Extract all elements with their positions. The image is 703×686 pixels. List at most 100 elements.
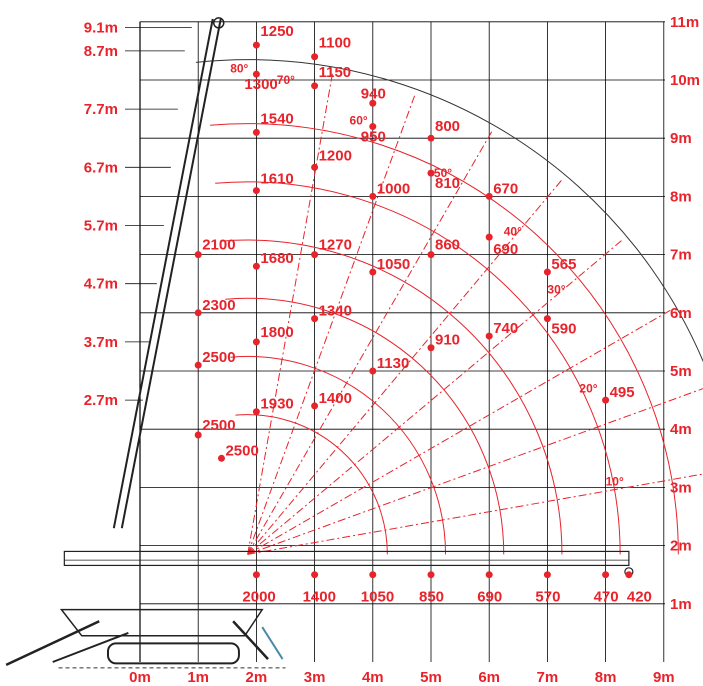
capacity-label: 850	[419, 589, 444, 606]
y-axis-label: 9m	[670, 130, 692, 147]
capacity-label: 1400	[303, 589, 336, 606]
radius-arc	[225, 297, 505, 555]
load-point	[369, 123, 377, 131]
load-point	[194, 361, 202, 369]
y-axis-label: 2m	[670, 538, 692, 555]
angle-line	[247, 130, 493, 555]
boom-length-label: 3.7m	[84, 334, 118, 351]
load-point	[311, 251, 319, 259]
radius-arc	[215, 181, 621, 555]
boom-length-label: 6.7m	[84, 159, 118, 176]
outrigger-right	[232, 620, 269, 660]
capacity-label: 2100	[202, 237, 235, 254]
capacity-label: 470	[594, 589, 619, 606]
capacity-label: 950	[361, 129, 386, 146]
load-point	[427, 169, 435, 177]
x-axis-label: 8m	[595, 669, 617, 686]
boom-head	[213, 17, 225, 29]
load-point	[369, 367, 377, 375]
load-point	[485, 332, 493, 340]
capacity-label: 1680	[260, 250, 293, 267]
grid	[139, 21, 665, 662]
load-point	[602, 396, 610, 404]
load-point	[427, 251, 435, 259]
crane-drawing	[5, 17, 634, 669]
capacity-label: 1540	[260, 110, 293, 127]
load-point	[543, 268, 551, 276]
angle-line	[247, 388, 703, 555]
load-point	[194, 431, 202, 439]
capacity-label: 1200	[319, 147, 352, 164]
capacity-label: 1400	[319, 390, 352, 407]
y-axis-label: 8m	[670, 188, 692, 205]
x-axis-label: 0m	[129, 669, 151, 686]
angle-line	[247, 94, 416, 555]
x-axis-label: 5m	[420, 669, 442, 686]
boom-length-label: 7.7m	[84, 101, 118, 118]
capacity-label: 2500	[225, 442, 258, 459]
angle-label: 40°	[504, 224, 522, 238]
guide-lines	[125, 27, 703, 555]
load-point	[194, 251, 202, 259]
load-point	[311, 315, 319, 323]
y-axis-label: 11m	[670, 14, 699, 31]
chassis	[59, 608, 264, 637]
angle-label: 50°	[434, 166, 452, 180]
x-axis-label: 3m	[304, 669, 326, 686]
load-point	[311, 82, 319, 90]
capacity-label: 1300	[244, 76, 277, 93]
capacity-label: 690	[477, 589, 502, 606]
capacity-label: 1930	[260, 396, 293, 413]
angle-label: 60°	[350, 114, 368, 128]
outrigger-front	[52, 631, 129, 663]
boom-length-label: 8.7m	[84, 43, 118, 60]
x-axis-label: 9m	[653, 669, 675, 686]
y-axis-label: 7m	[670, 247, 692, 264]
load-point	[602, 571, 610, 579]
capacity-label: 1050	[361, 589, 394, 606]
vertical-boom	[112, 18, 214, 529]
x-axis-label: 4m	[362, 669, 384, 686]
angle-line	[247, 239, 623, 555]
y-axis-label: 1m	[670, 596, 692, 613]
x-axis-label: 6m	[478, 669, 500, 686]
load-point	[369, 571, 377, 579]
load-points	[194, 41, 633, 579]
load-point	[369, 99, 377, 107]
capacity-label: 1000	[377, 180, 410, 197]
load-point	[369, 192, 377, 200]
capacity-label: 495	[610, 384, 635, 401]
x-axis-label: 2m	[246, 669, 268, 686]
capacity-label: 565	[551, 256, 576, 273]
load-point	[543, 571, 551, 579]
load-point	[427, 571, 435, 579]
angle-label: 10°	[606, 475, 624, 489]
y-axis-label: 4m	[670, 421, 692, 438]
capacity-label: 860	[435, 237, 460, 254]
angle-line	[247, 179, 563, 555]
capacity-label: 910	[435, 332, 460, 349]
boom-length-label: 2.7m	[84, 392, 118, 409]
angle-label: 80°	[230, 61, 248, 75]
boom-length-label: 5.7m	[84, 218, 118, 235]
capacity-label: 1150	[319, 64, 352, 81]
load-point	[311, 53, 319, 61]
load-point	[252, 338, 260, 346]
load-point	[485, 233, 493, 241]
load-point	[194, 309, 202, 317]
capacity-label: 740	[493, 320, 518, 337]
y-axis-label: 10m	[670, 72, 700, 89]
outrigger-blue	[261, 626, 284, 660]
load-point	[311, 402, 319, 410]
load-point	[625, 571, 633, 579]
angle-label: 70°	[277, 73, 295, 87]
load-point	[369, 268, 377, 276]
capacity-label: 420	[627, 589, 652, 606]
angle-line	[247, 309, 672, 555]
radius-arc	[210, 123, 679, 555]
angle-line	[247, 72, 334, 555]
load-point	[311, 571, 319, 579]
capacity-label: 1800	[260, 324, 293, 341]
capacity-label: 570	[535, 589, 560, 606]
